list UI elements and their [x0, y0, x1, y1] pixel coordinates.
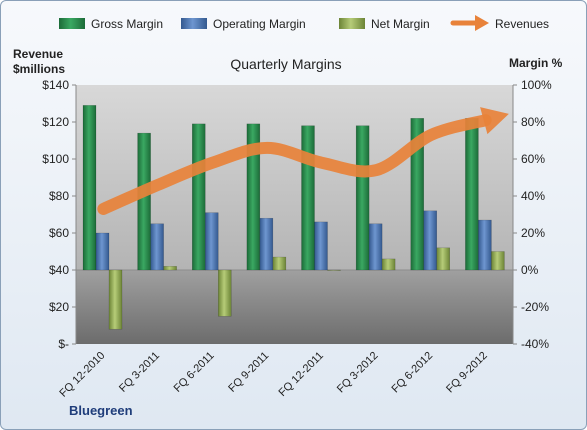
net-margin-bar [108, 269, 123, 330]
right-axis-label: Margin % [509, 56, 563, 70]
legend-label-gross: Gross Margin [91, 17, 163, 31]
x-tick-label: FQ 6-2012 [390, 350, 436, 396]
net-margin-bar [381, 258, 396, 271]
legend-swatch-revenues [450, 15, 489, 31]
x-tick-label: FQ 9-2011 [226, 350, 271, 395]
net-margin-bar [491, 251, 505, 271]
legend-swatch-gross [59, 18, 85, 29]
bar-series [82, 105, 505, 330]
gross-margin-bar [465, 118, 479, 271]
right-tick-label: -40% [521, 337, 549, 351]
revenue-line [97, 114, 492, 215]
right-tick-label: 100% [521, 78, 552, 92]
company-name: Bluegreen [69, 403, 133, 418]
revenue-arrowhead [480, 107, 509, 135]
x-tick-label: FQ 3-2011 [117, 350, 162, 395]
left-tick-label: $140 [42, 78, 69, 92]
net-margin-bar [436, 247, 450, 271]
net-margin-bar [327, 269, 341, 271]
left-tick-label: $20 [49, 300, 69, 314]
left-axis: $- $20 $40 $60 $80 $100 $120 $140 [42, 78, 77, 351]
x-tick-label: FQ 12-2010 [57, 350, 107, 400]
right-tick-label: 40% [521, 189, 545, 203]
right-axis: -40% -20% 0% 20% 40% 60% 80% 100% [512, 78, 552, 351]
left-tick-label: $40 [49, 263, 69, 277]
revenue-series [97, 107, 509, 215]
left-tick-label: $100 [42, 152, 69, 166]
gross-margin-bar [137, 132, 151, 271]
x-tick-label: FQ 3-2012 [335, 350, 381, 396]
gross-margin-bar [410, 118, 424, 271]
left-axis-label-line1: Revenue [13, 47, 63, 61]
left-tick-label: $60 [49, 226, 69, 240]
gross-margin-bar [355, 125, 370, 271]
operating-margin-bar [150, 223, 164, 271]
gross-margin-bar [301, 125, 315, 271]
legend-label-operating: Operating Margin [213, 17, 306, 31]
left-tick-label: $120 [42, 115, 69, 129]
chart-title: Quarterly Margins [230, 56, 341, 72]
net-margin-bar [218, 269, 232, 317]
legend: Gross Margin Operating Margin Net Margin… [59, 15, 549, 31]
gross-margin-bar [82, 105, 97, 271]
right-tick-label: 0% [521, 263, 539, 277]
x-tick-label: FQ 6-2011 [172, 350, 217, 395]
x-tick-label: FQ 12-2011 [277, 350, 326, 399]
operating-margin-bar [478, 219, 492, 271]
gross-margin-bar [192, 123, 206, 271]
net-margin-bar [163, 266, 177, 271]
left-tick-label: $- [58, 337, 69, 351]
gross-margin-bar [246, 123, 261, 271]
net-margin-bar [272, 256, 287, 271]
operating-margin-bar [95, 232, 110, 271]
legend-swatch-net [339, 18, 365, 29]
operating-margin-bar [368, 223, 383, 271]
operating-margin-bar [423, 210, 437, 271]
right-tick-label: 80% [521, 115, 545, 129]
right-tick-label: -20% [521, 300, 549, 314]
operating-margin-bar [314, 221, 328, 271]
left-tick-label: $80 [49, 189, 69, 203]
plot-area-negative [76, 270, 513, 344]
x-tick-label: FQ 9-2012 [444, 350, 490, 396]
right-tick-label: 20% [521, 226, 545, 240]
x-axis: FQ 12-2010 FQ 3-2011 FQ 6-2011 FQ 9-2011 FQ … [57, 350, 489, 400]
left-axis-label-line2: $millions [13, 62, 65, 76]
operating-margin-bar [259, 217, 274, 271]
right-tick-label: 60% [521, 152, 545, 166]
legend-label-revenues: Revenues [495, 17, 549, 31]
legend-label-net: Net Margin [371, 17, 430, 31]
operating-margin-bar [205, 212, 219, 271]
legend-swatch-operating [181, 18, 207, 29]
